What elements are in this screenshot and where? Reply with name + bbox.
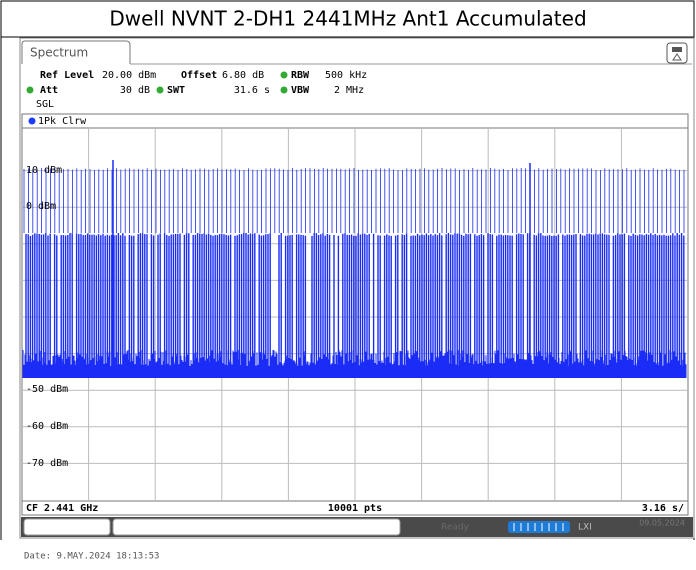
setting-label: Ref Level [40,70,94,81]
title: Dwell NVNT 2-DH1 2441MHz Ant1 Accumulate… [109,7,586,31]
setting-label: SWT [167,85,185,96]
trace-label: 1Pk Clrw [38,116,87,127]
icon-glyph [672,47,682,52]
progress-ticks [513,523,564,531]
indicator [280,86,288,94]
setting-value: 20.00 dBm [102,70,156,81]
setting-label: Att [40,85,58,96]
points: 10001 pts [328,503,382,514]
trace-indicator [28,117,36,125]
setting-label: VBW [291,85,310,96]
y-label: 10 dBm [26,165,62,176]
title-cell [0,0,695,38]
setting-value: 500 kHz [325,70,367,81]
y-label: -60 dBm [26,421,68,432]
pulses [25,233,685,372]
icon-glyph [672,53,682,61]
footer-date: Date: 9.MAY.2024 18:13:53 [24,552,159,562]
setting-label: Offset [181,70,217,81]
indicator-text: LXI [578,523,592,533]
date: 09.05.2024 [639,519,685,528]
mode: SGL [36,99,54,110]
trace [22,160,687,378]
status-bar [21,500,689,516]
state: Ready [441,523,470,533]
softkey[interactable] [23,518,111,536]
setting-value: 31.6 s [234,85,270,96]
y-label: -70 dBm [26,458,68,469]
y-label: 0 dBm [26,201,56,212]
tab-label: Spectrum [30,46,88,60]
y-label: -50 dBm [26,384,68,395]
center-frequency: CF 2.441 GHz [26,503,98,514]
setting-value: 6.80 dB [222,70,264,81]
y-labels: 10 dBm 0 dBm -50 dBm -60 dBm -70 dBm [26,165,68,469]
sweep-time: 3.16 s/ [642,503,684,514]
tab[interactable] [21,40,131,64]
indicator [156,86,164,94]
peaks [23,168,685,233]
setting-value: 2 MHz [334,85,364,96]
message-field [112,518,401,536]
setting-label: RBW [291,70,310,81]
indicator [280,71,288,79]
setting-value: 30 dB [120,85,150,96]
progress [508,521,570,533]
indicator [26,86,34,94]
